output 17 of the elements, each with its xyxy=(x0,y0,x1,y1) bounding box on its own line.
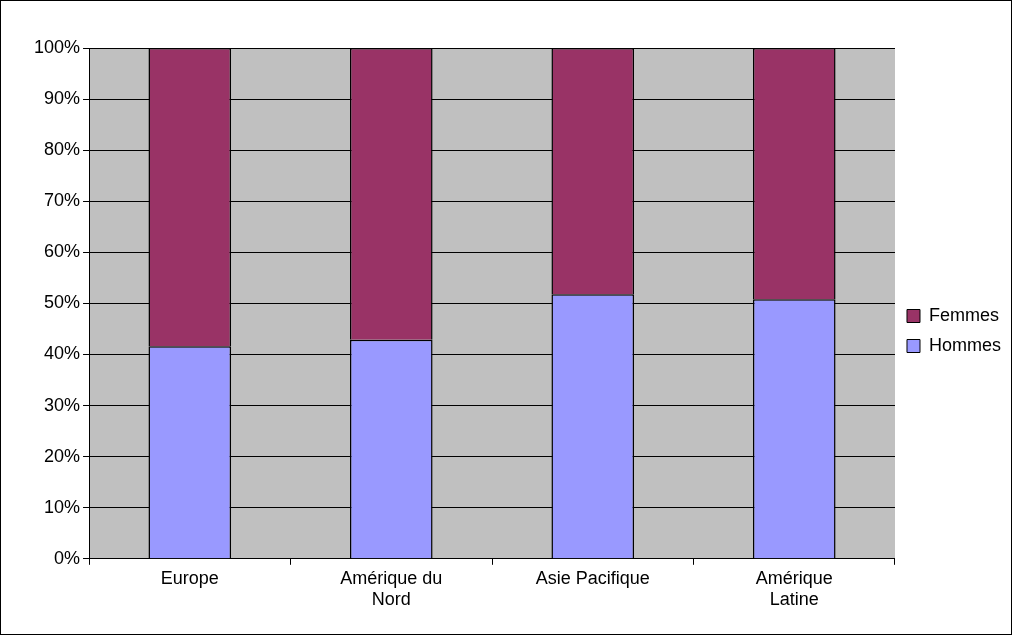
legend-label: Hommes xyxy=(928,334,1002,355)
y-tick-label: 10% xyxy=(44,496,81,517)
y-tick-label: 80% xyxy=(44,139,81,160)
y-tick-label: 70% xyxy=(44,190,81,211)
y-tick-label: 60% xyxy=(44,241,81,262)
y-tick-label: 40% xyxy=(44,343,81,364)
y-tick-label: 30% xyxy=(44,394,81,415)
y-tick-label: 90% xyxy=(44,88,81,109)
x-tick-label: Europe xyxy=(160,567,219,588)
legend-label: Femmes xyxy=(928,304,1000,325)
x-tick-label: Amérique du Nord xyxy=(340,567,443,610)
y-tick-label: 50% xyxy=(44,292,81,313)
x-tick-label: Asie Pacifique xyxy=(535,567,650,588)
y-tick-label: 0% xyxy=(54,547,81,568)
y-tick-label: 100% xyxy=(33,36,81,57)
x-tick-label: Amérique Latine xyxy=(755,567,833,610)
y-tick-label: 20% xyxy=(44,445,81,466)
